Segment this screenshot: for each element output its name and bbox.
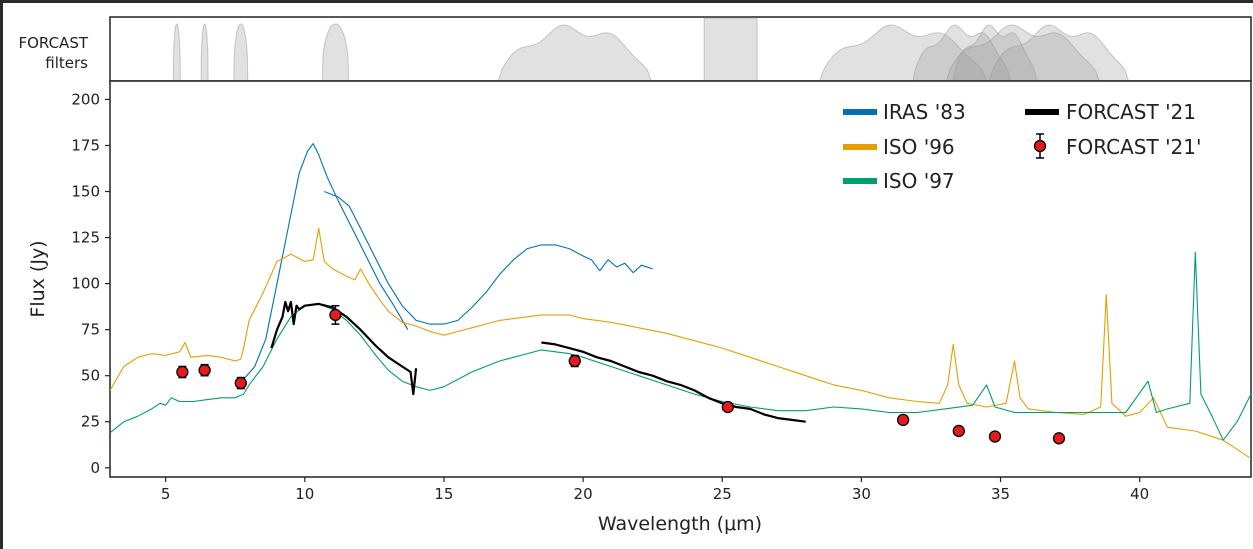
legend-label-iso-96: ISO '96 (883, 135, 955, 159)
data-point-forcast-21 (329, 308, 342, 322)
legend-item-iso-96: ISO '96 (843, 135, 955, 159)
series-line-iso-97-1 (110, 251, 1251, 441)
filter-curve-10 (945, 24, 1100, 82)
filter-panel-label-line-2: filters (45, 54, 88, 72)
series-line-iras-83-1 (243, 143, 409, 380)
legend-label-iso-97: ISO '97 (883, 169, 955, 193)
legend-item-iras-83: IRAS '83 (843, 100, 966, 124)
x-axis-title: Wavelength (μm) (598, 513, 762, 535)
x-tick-label: 40 (1130, 485, 1149, 503)
legend-label-forcast-21-line: FORCAST '21 (1066, 100, 1196, 124)
data-point-forcast-21 (1052, 432, 1066, 445)
data-point-forcast-21 (896, 413, 910, 427)
series-line-iras-83-2 (324, 190, 653, 325)
filter-curve-4 (321, 23, 350, 82)
data-point-forcast-21 (176, 365, 189, 379)
filter-curve-1 (172, 23, 181, 82)
series-line-forcast-21-2 (541, 341, 806, 423)
y-tick-label: 175 (71, 136, 100, 154)
series-layer (110, 143, 1251, 460)
series-line-forcast-21-1 (270, 300, 418, 396)
y-tick-label: 125 (71, 229, 100, 247)
data-point-forcast-21 (234, 376, 247, 390)
data-point-forcast-21 (721, 400, 734, 414)
x-tick-label: 35 (991, 485, 1010, 503)
x-axis-ticks: 5 10 15 20 25 30 35 40 (161, 477, 1149, 503)
filter-panel-frame (109, 16, 1252, 82)
filter-curve-9 (952, 24, 1038, 82)
filter-curve-6 (703, 17, 758, 82)
y-tick-label: 150 (71, 183, 100, 201)
data-point-forcast-21 (198, 364, 211, 377)
y-tick-label: 0 (90, 459, 100, 477)
legend-item-iso-97: ISO '97 (843, 169, 955, 193)
y-axis-title: Flux (Jy) (27, 240, 49, 317)
legend-item-forcast-21-points: FORCAST '21' (1033, 133, 1202, 159)
legend-swatch-iso-97 (843, 178, 877, 184)
y-tick-label: 100 (71, 275, 100, 293)
y-tick-label: 75 (81, 321, 100, 339)
data-point-forcast-21 (952, 424, 965, 438)
y-tick-label: 25 (81, 413, 100, 431)
legend-label-forcast-21-points: FORCAST '21' (1066, 135, 1202, 159)
filter-curve-5 (497, 24, 653, 82)
data-point-forcast-21 (988, 430, 1002, 443)
series-line-iso-96-1 (110, 227, 1251, 460)
legend: IRAS '83 ISO '96 ISO '97 FORCAST '21 FOR… (843, 100, 1202, 193)
plot-frame (109, 80, 1252, 478)
x-tick-label: 25 (713, 485, 732, 503)
y-tick-label: 50 (81, 367, 100, 385)
filter-curve-11 (988, 24, 1130, 82)
legend-label-iras-83: IRAS '83 (883, 100, 966, 124)
main-plot: 5 10 15 20 25 30 35 40 0 25 50 75 100 125 150 175 200 W… (27, 80, 1252, 535)
legend-marker-forcast-21-points (1033, 139, 1047, 153)
x-tick-label: 10 (295, 485, 314, 503)
y-axis-ticks: 0 25 50 75 100 125 150 175 200 (71, 90, 110, 477)
y-tick-label: 200 (71, 90, 100, 108)
filter-curve-2 (200, 23, 209, 82)
x-tick-label: 30 (852, 485, 871, 503)
filter-curve-3 (233, 23, 249, 82)
legend-swatch-iras-83 (843, 109, 877, 115)
legend-swatch-forcast-21-line (1025, 109, 1059, 115)
filter-panel: FORCAST filters (18, 16, 1252, 82)
filter-panel-label-line-1: FORCAST (18, 34, 88, 52)
filter-curve-7 (818, 24, 988, 82)
x-tick-label: 15 (434, 485, 453, 503)
legend-swatch-iso-96 (843, 144, 877, 150)
data-point-forcast-21 (568, 354, 581, 368)
legend-item-forcast-21-line: FORCAST '21 (1025, 100, 1196, 124)
x-tick-label: 20 (574, 485, 593, 503)
x-tick-label: 5 (161, 485, 171, 503)
